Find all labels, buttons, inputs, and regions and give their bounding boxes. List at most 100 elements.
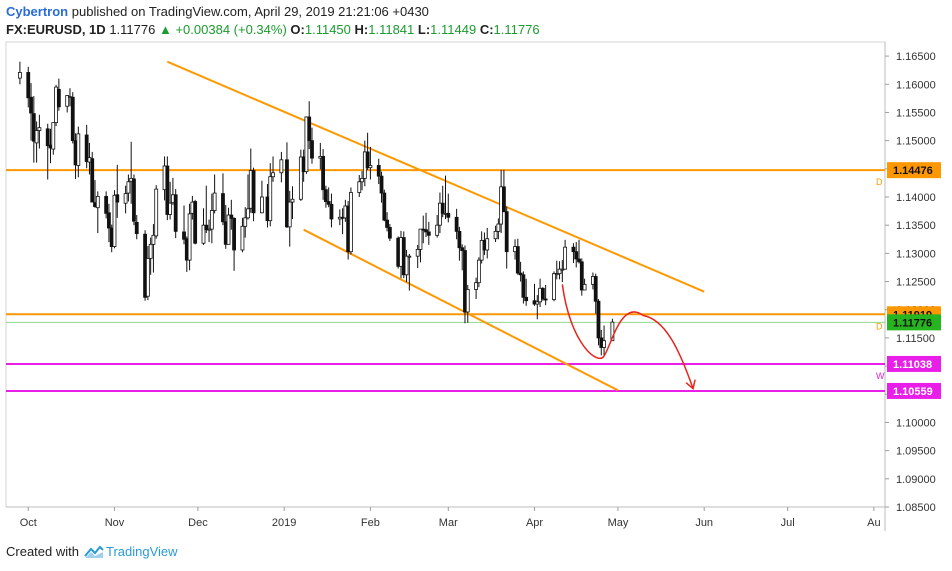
y-tick-label: 1.10000 [896, 417, 936, 429]
x-tick-label: 2019 [272, 517, 296, 529]
symbol-legend: FX:EURUSD, 1D 1.11776 ▲ +0.00384 (+0.34%… [6, 22, 540, 37]
candle-body [557, 268, 562, 275]
open-label: O: [290, 22, 305, 37]
level-marker: D [876, 321, 883, 331]
level-marker: D [876, 177, 883, 187]
x-tick-label: Jun [695, 517, 713, 529]
candle-body [56, 88, 61, 108]
candle-body [45, 128, 50, 147]
candle-body [582, 283, 587, 291]
price-label-box [887, 314, 941, 331]
x-tick-label: May [608, 517, 629, 529]
candle-body [454, 216, 459, 232]
candle-body [207, 228, 211, 231]
candle-body [243, 217, 248, 227]
candle-body [145, 258, 150, 297]
x-tick-label: Oct [20, 517, 37, 529]
candle-body [260, 196, 264, 214]
price-label-box [887, 355, 941, 372]
candle-body [418, 228, 423, 250]
candle-body [485, 238, 490, 251]
close-label: C: [479, 22, 494, 37]
trendline [166, 60, 705, 293]
x-tick-label: Nov [105, 517, 125, 529]
high-value: 1.11841 [368, 22, 415, 37]
candle-body [310, 140, 314, 159]
candle-body [365, 151, 370, 169]
x-tick-label: Feb [361, 517, 380, 529]
candle-body [563, 246, 568, 270]
candle-body [321, 156, 326, 191]
author-name[interactable]: Cybertron [6, 4, 69, 19]
candle-body [435, 224, 440, 236]
candle-body [382, 192, 387, 221]
candle-body [596, 300, 601, 339]
low-value: 1.11449 [430, 22, 477, 37]
candle-body [415, 249, 420, 257]
candle-body [31, 113, 36, 142]
price-label: 1.11776 [893, 317, 932, 329]
candle-body [404, 255, 409, 276]
candle-body [554, 273, 559, 276]
candle-body [70, 96, 75, 142]
candle-body [515, 246, 520, 274]
candle-body [29, 96, 33, 114]
candle-body [493, 230, 498, 240]
candle-body [521, 274, 526, 298]
low-label: L: [417, 22, 431, 37]
price-label-box [887, 162, 941, 179]
candle-body [279, 159, 284, 174]
candle-body [76, 133, 81, 166]
candle-body [232, 218, 236, 251]
candle-body [298, 156, 303, 200]
candle-body [593, 276, 598, 302]
candle-body [543, 298, 548, 301]
y-tick-label: 1.16000 [896, 79, 936, 91]
candle-body [357, 181, 362, 193]
price-label: 1.14476 [893, 165, 933, 177]
projection-path [561, 284, 694, 389]
candle-body [26, 72, 31, 99]
candle-body [349, 192, 353, 253]
symbol-label: FX:EURUSD, 1D [6, 22, 106, 37]
candle-body [187, 213, 192, 261]
candle-body [476, 259, 481, 284]
candle-body [212, 192, 217, 211]
candle-body [610, 321, 615, 342]
candle-body [535, 301, 540, 305]
candle-body [460, 247, 465, 251]
last-price: 1.11776 [109, 22, 156, 37]
candle-body [229, 214, 234, 219]
y-tick-label: 1.16500 [896, 51, 936, 63]
candle-body [204, 224, 209, 231]
candle-body [115, 194, 120, 203]
candle-body [465, 289, 470, 313]
candle-body [271, 172, 275, 178]
candle-body [457, 230, 462, 249]
candle-body [107, 212, 111, 229]
candle-body [51, 122, 56, 150]
candle-body [221, 193, 225, 223]
candle-body [151, 234, 156, 245]
price-label-box [887, 382, 941, 399]
candle-body [504, 211, 509, 253]
tradingview-brand[interactable]: TradingView [105, 544, 178, 559]
candle-body [360, 177, 364, 183]
candle-body [246, 208, 250, 219]
candle-body [95, 196, 100, 209]
y-tick-label: 1.08500 [896, 502, 936, 514]
candle-body [251, 170, 256, 214]
level-marker: W [876, 371, 885, 381]
candle-body [424, 229, 428, 233]
candle-body [290, 198, 295, 203]
candle-body [182, 231, 186, 240]
candle-body [426, 231, 431, 236]
created-with-text: Created with [6, 544, 79, 559]
y-tick-label: 1.09000 [896, 474, 936, 486]
candle-body [524, 296, 529, 302]
price-label: 1.11038 [893, 359, 932, 371]
candle-body [496, 223, 501, 232]
y-tick-label: 1.14000 [896, 192, 936, 204]
change-value: +0.00384 (+0.34%) [175, 22, 287, 37]
